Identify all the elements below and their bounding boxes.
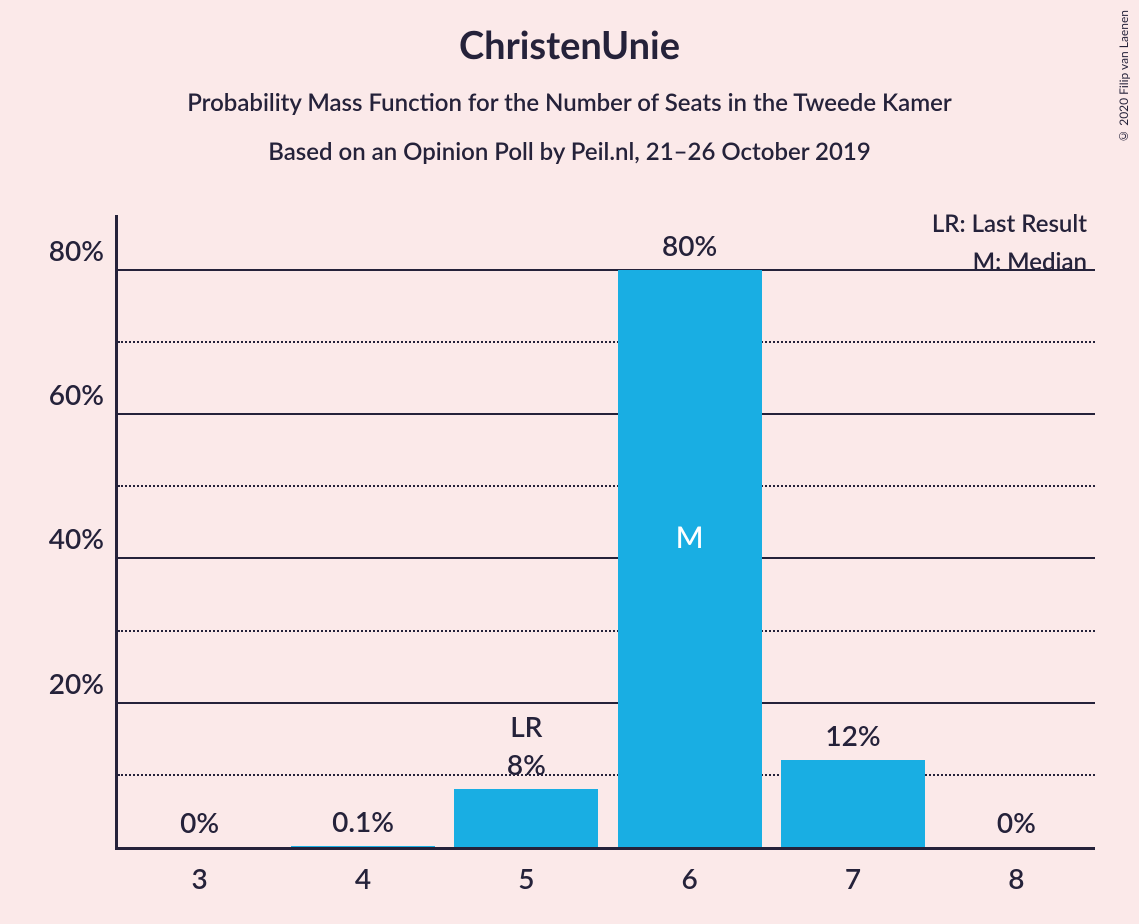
grid-major [118,269,1095,271]
x-tick-label: 8 [1008,847,1024,895]
grid-major [118,413,1095,415]
x-tick-label: 7 [845,847,861,895]
x-tick-label: 5 [518,847,534,895]
bar-value-label: 0.1% [332,804,394,838]
x-tick-label: 4 [355,847,371,895]
chart-subtitle-1: Probability Mass Function for the Number… [0,68,1139,117]
bar-annotation: LR [510,709,542,743]
grid-major [118,557,1095,559]
x-tick-label: 3 [192,847,208,895]
copyright-text: © 2020 Filip van Laenen [1116,10,1131,144]
bar [781,760,925,847]
grid-major [118,702,1095,704]
bar-value-label: 8% [507,747,546,781]
legend-m: M: Median [932,243,1087,281]
y-tick-label: 80% [49,233,118,267]
chart-title: ChristenUnie [0,0,1139,68]
legend-lr: LR: Last Result [932,205,1087,243]
bar-value-label: 12% [825,718,880,752]
grid-minor [118,774,1095,776]
y-tick-label: 40% [49,521,118,555]
plot-area: LR: Last Result M: Median 20%40%60%80%0%… [115,215,1095,850]
chart-subtitle-2: Based on an Opinion Poll by Peil.nl, 21–… [0,117,1139,166]
in-bar-label: M [676,519,704,555]
bar-value-label: 0% [180,805,219,839]
y-tick-label: 20% [49,666,118,700]
y-tick-label: 60% [49,377,118,411]
grid-minor [118,485,1095,487]
chart-container: © 2020 Filip van Laenen ChristenUnie Pro… [0,0,1139,924]
bar [454,789,598,847]
bar-value-label: 80% [662,228,717,262]
grid-minor [118,630,1095,632]
x-tick-label: 6 [682,847,698,895]
grid-minor [118,341,1095,343]
bar-value-label: 0% [997,805,1036,839]
bar [618,270,762,847]
